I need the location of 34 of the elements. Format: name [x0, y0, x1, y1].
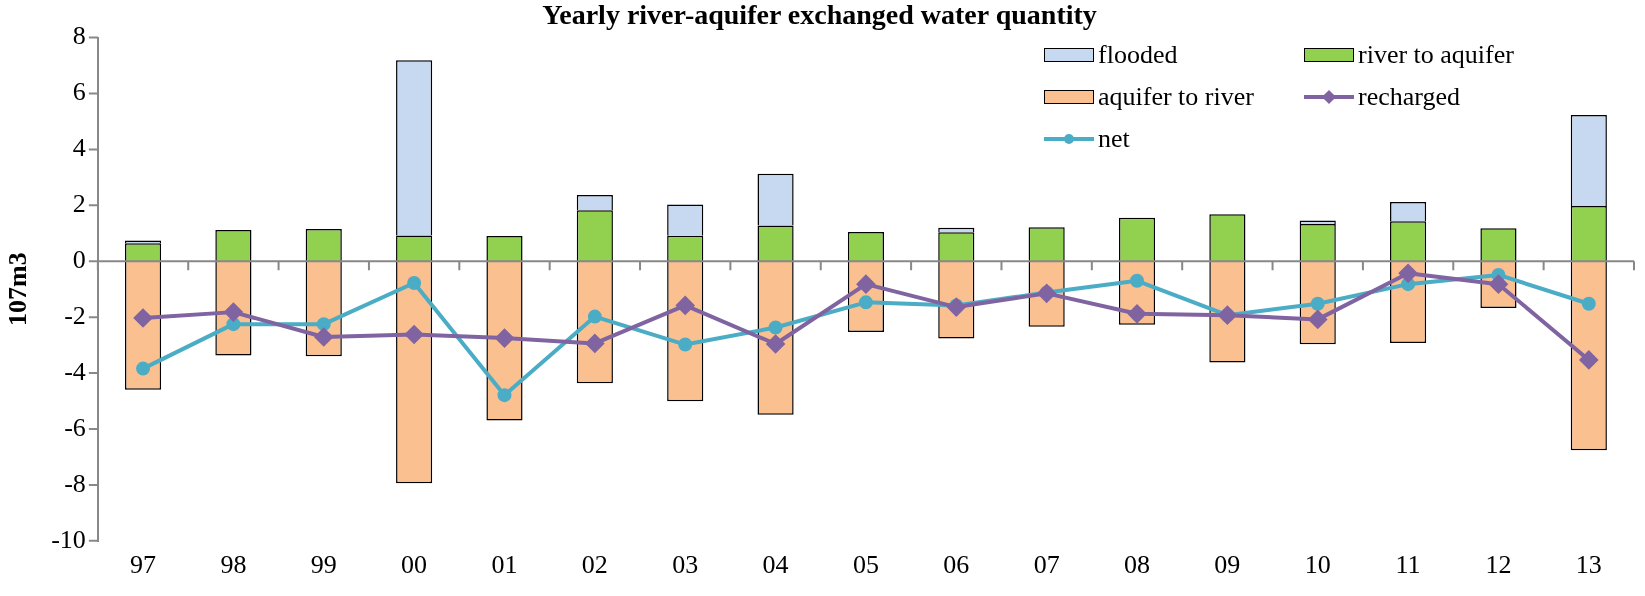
- legend-label: aquifer to river: [1098, 81, 1254, 112]
- y-tick-label: 4: [72, 133, 86, 163]
- x-tick-label: 99: [310, 550, 337, 580]
- legend-label: river to aquifer: [1358, 39, 1514, 70]
- x-tick-label: 10: [1304, 550, 1331, 580]
- x-tick-label: 98: [220, 550, 247, 580]
- y-tick-label: 6: [72, 77, 86, 107]
- y-tick-label: -8: [64, 468, 86, 498]
- x-tick-label: 03: [672, 550, 699, 580]
- y-tick-label: 8: [72, 21, 86, 51]
- x-tick-label: 01: [491, 550, 518, 580]
- y-tick-label: 2: [72, 189, 86, 219]
- legend-label: net: [1098, 123, 1130, 154]
- legend-label: flooded: [1098, 39, 1178, 70]
- x-tick-label: 00: [401, 550, 428, 580]
- x-tick-label: 97: [130, 550, 157, 580]
- y-tick-label: -2: [64, 300, 86, 330]
- x-tick-label: 12: [1485, 550, 1512, 580]
- y-tick-label: 0: [72, 245, 86, 275]
- y-tick-label: -4: [64, 356, 86, 386]
- x-tick-label: 04: [762, 550, 789, 580]
- x-tick-label: 02: [581, 550, 608, 580]
- x-tick-label: 06: [943, 550, 970, 580]
- y-tick-label: -6: [64, 412, 86, 442]
- x-tick-label: 09: [1214, 550, 1241, 580]
- x-tick-label: 11: [1395, 550, 1421, 580]
- x-tick-label: 07: [1033, 550, 1060, 580]
- y-axis-title: 107m3: [3, 252, 33, 327]
- x-tick-label: 05: [852, 550, 879, 580]
- x-tick-label: 13: [1575, 550, 1602, 580]
- chart-title: Yearly river-aquifer exchanged water quantity: [542, 0, 1097, 31]
- x-tick-label: 08: [1124, 550, 1151, 580]
- legend-label: recharged: [1358, 81, 1461, 112]
- y-tick-label: -10: [51, 524, 86, 554]
